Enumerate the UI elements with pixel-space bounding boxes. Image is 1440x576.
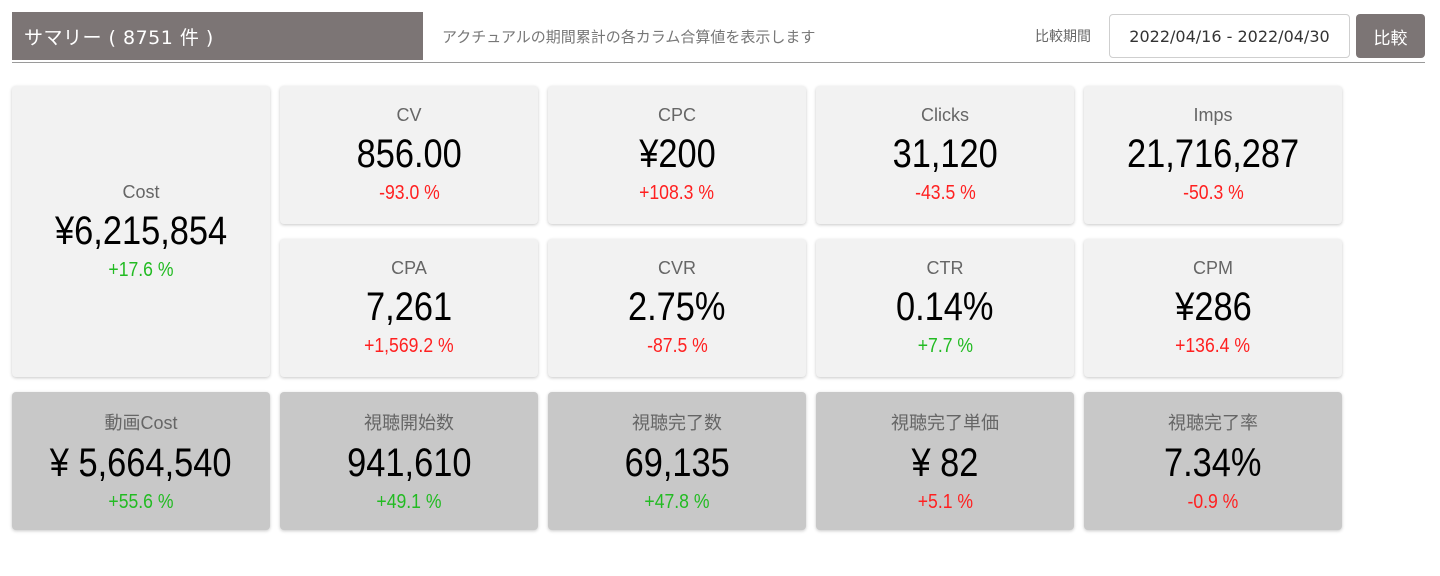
metric-card-view-starts: 視聴開始数 941,610 +49.1 % — [280, 392, 538, 530]
metric-card-video-cost: 動画Cost ¥ 5,664,540 +55.6 % — [12, 392, 270, 530]
metric-delta: -43.5 % — [914, 182, 976, 204]
metric-value: 7,261 — [365, 285, 453, 329]
compare-button[interactable]: 比較 — [1356, 14, 1425, 58]
metric-value: 856.00 — [356, 132, 462, 176]
metric-delta: +49.1 % — [376, 490, 442, 513]
date-range-input[interactable]: 2022/04/16 - 2022/04/30 — [1109, 14, 1350, 58]
metric-delta: +1,569.2 % — [364, 335, 454, 357]
metric-label: Imps — [1193, 105, 1233, 125]
metric-label: CVR — [657, 258, 696, 278]
metric-label: 視聴完了率 — [1168, 412, 1258, 433]
metric-value: ¥286 — [1174, 285, 1252, 329]
metric-value: ¥6,215,854 — [54, 208, 228, 253]
metric-value: ¥ 82 — [911, 440, 979, 485]
metric-label: CPA — [391, 258, 427, 278]
metric-label: CPC — [657, 105, 696, 125]
metric-delta: +108.3 % — [639, 182, 715, 204]
metric-value: 31,120 — [892, 132, 998, 176]
metric-delta: -0.9 % — [1187, 490, 1239, 513]
metric-value: 2.75% — [628, 285, 726, 329]
metric-value: 21,716,287 — [1126, 132, 1300, 176]
metric-label: 視聴完了単価 — [891, 412, 999, 433]
metric-card-clicks: Clicks 31,120 -43.5 % — [816, 86, 1074, 224]
metric-card-cvr: CVR 2.75% -87.5 % — [548, 239, 806, 377]
metric-label: 視聴完了数 — [632, 412, 722, 433]
metric-card-ctr: CTR 0.14% +7.7 % — [816, 239, 1074, 377]
metric-value: 941,610 — [346, 440, 472, 485]
metric-value: 69,135 — [624, 440, 730, 485]
metric-delta: -87.5 % — [646, 335, 708, 357]
metric-card-cpc: CPC ¥200 +108.3 % — [548, 86, 806, 224]
metric-label: 視聴開始数 — [364, 412, 454, 433]
metric-label: CTR — [926, 258, 964, 278]
metric-card-cpm: CPM ¥286 +136.4 % — [1084, 239, 1342, 377]
metric-value: ¥200 — [638, 132, 716, 176]
metric-value: 7.34% — [1164, 440, 1262, 485]
metric-label: 動画Cost — [104, 412, 178, 433]
metric-delta: +136.4 % — [1175, 335, 1251, 357]
metric-value: 0.14% — [896, 285, 994, 329]
metric-label: CPM — [1193, 258, 1233, 278]
metric-value: ¥ 5,664,540 — [50, 440, 232, 485]
metric-card-view-completes: 視聴完了数 69,135 +47.8 % — [548, 392, 806, 530]
metric-card-imps: Imps 21,716,287 -50.3 % — [1084, 86, 1342, 224]
metric-delta: +55.6 % — [108, 490, 174, 513]
metric-delta: -93.0 % — [378, 182, 440, 204]
metric-label: CV — [396, 105, 422, 125]
metric-card-complete-rate: 視聴完了率 7.34% -0.9 % — [1084, 392, 1342, 530]
metric-delta: +17.6 % — [108, 258, 174, 281]
metric-delta: +5.1 % — [917, 490, 973, 513]
metric-delta: +7.7 % — [917, 335, 973, 357]
metric-label: Clicks — [921, 105, 969, 125]
metric-card-cost: Cost ¥6,215,854 +17.6 % — [12, 86, 270, 377]
summary-description: アクチュアルの期間累計の各カラム合算値を表示します — [442, 27, 816, 46]
metric-card-cv: CV 856.00 -93.0 % — [280, 86, 538, 224]
summary-header: サマリー ( 8751 件 ) アクチュアルの期間累計の各カラム合算値を表示しま… — [12, 12, 1425, 63]
metric-delta: +47.8 % — [644, 490, 710, 513]
compare-period-label: 比較期間 — [1035, 29, 1091, 45]
metric-card-complete-unit-price: 視聴完了単価 ¥ 82 +5.1 % — [816, 392, 1074, 530]
metric-card-cpa: CPA 7,261 +1,569.2 % — [280, 239, 538, 377]
summary-title: サマリー ( 8751 件 ) — [12, 12, 423, 60]
metric-label: Cost — [122, 181, 160, 202]
metric-delta: -50.3 % — [1182, 182, 1244, 204]
